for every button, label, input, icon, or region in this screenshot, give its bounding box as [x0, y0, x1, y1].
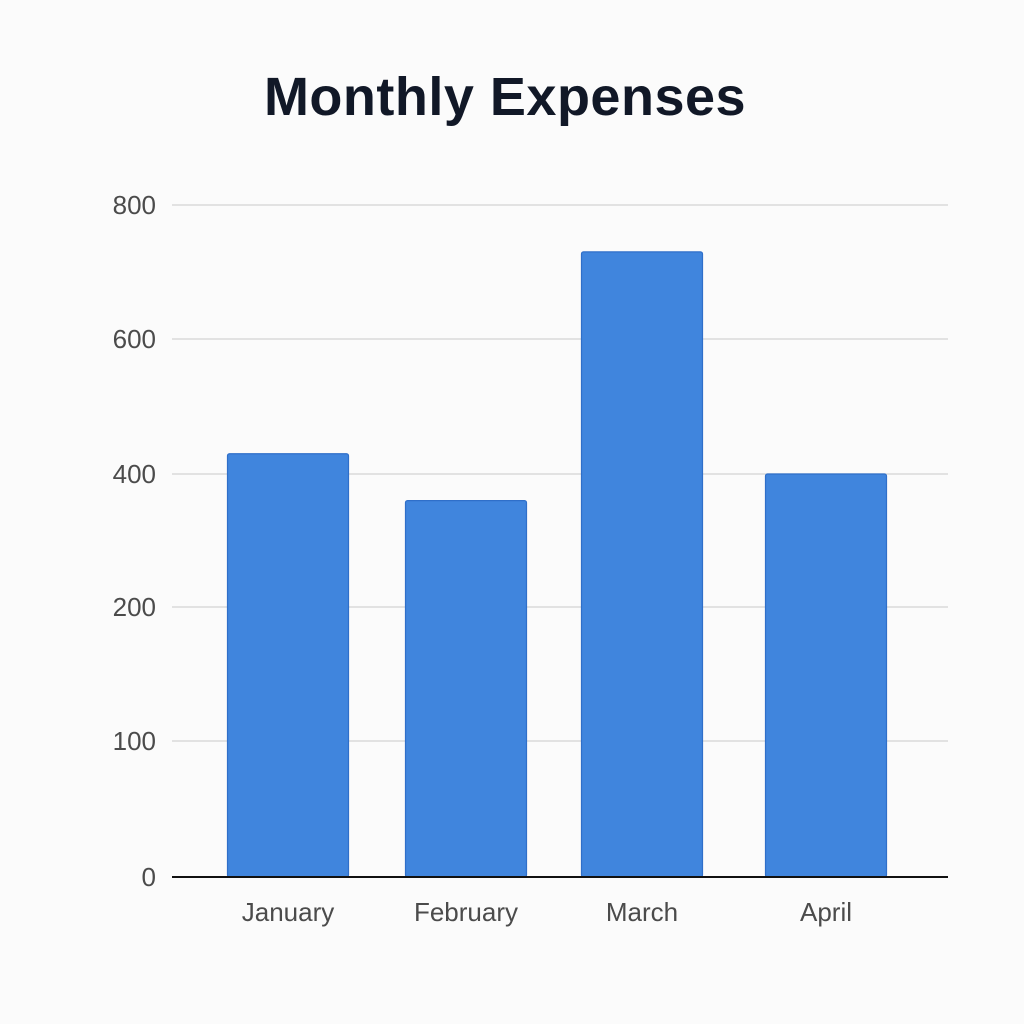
- bar-april: [764, 473, 888, 878]
- x-tick-label-january: January: [242, 897, 335, 927]
- x-tick-label-march: March: [606, 897, 678, 927]
- x-tick-label-april: April: [800, 897, 852, 927]
- y-tick-labels: 0 100 200 400 600 800: [113, 190, 156, 892]
- y-tick-label: 100: [113, 726, 156, 756]
- y-tick-label: 400: [113, 459, 156, 489]
- y-tick-label: 600: [113, 324, 156, 354]
- bar-january: [226, 453, 350, 878]
- y-tick-label: 0: [142, 862, 156, 892]
- x-tick-label-february: February: [414, 897, 518, 927]
- y-tick-label: 200: [113, 592, 156, 622]
- y-tick-label: 800: [113, 190, 156, 220]
- bars: [226, 251, 888, 878]
- bar-march: [580, 251, 704, 878]
- chart-title: Monthly Expenses: [263, 67, 747, 127]
- x-tick-labels: January February March April: [242, 897, 852, 927]
- bar-february: [404, 500, 528, 878]
